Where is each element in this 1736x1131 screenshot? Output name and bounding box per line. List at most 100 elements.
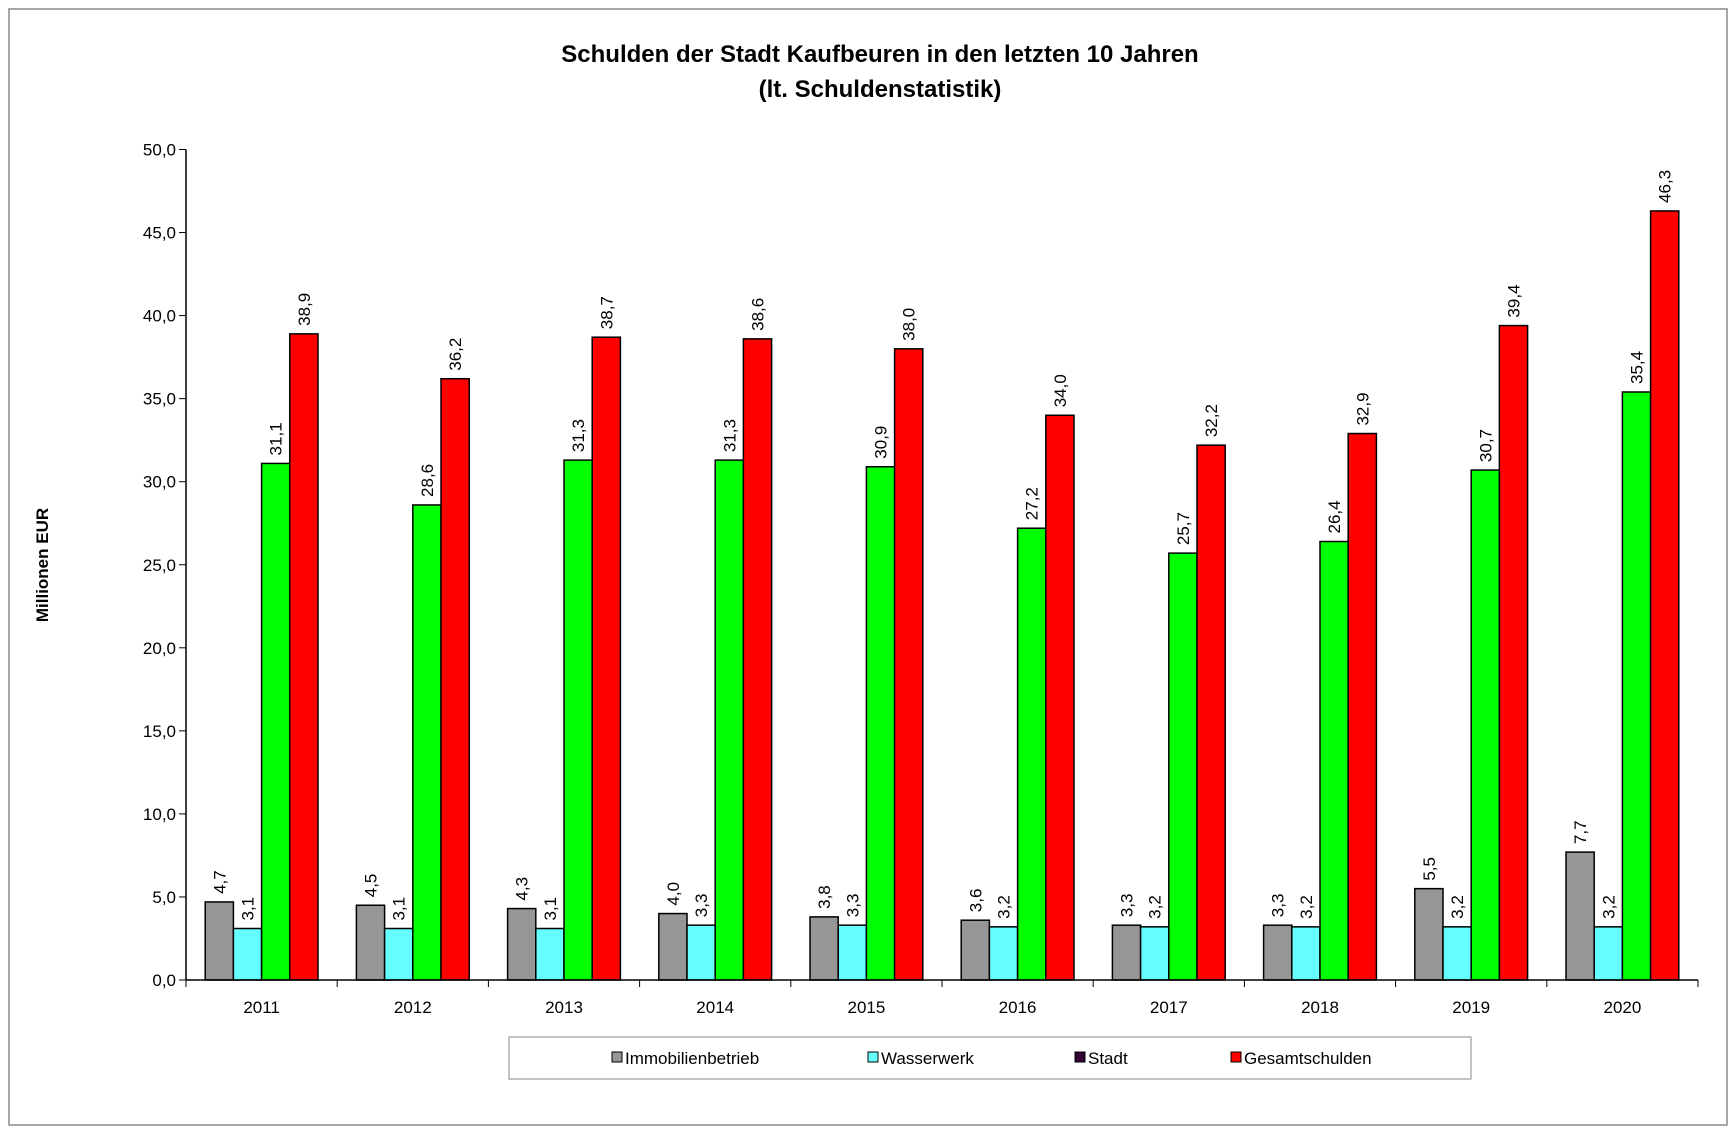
bar (355, 904, 386, 981)
bar (383, 927, 414, 981)
y-tick-label: 30,0 (143, 473, 176, 492)
bar (1196, 444, 1226, 981)
x-tick-label: 2011 (243, 998, 280, 1017)
bar (1498, 324, 1529, 981)
x-tick-label: 2019 (1452, 998, 1490, 1017)
bar (960, 919, 991, 981)
value-label: 3,1 (239, 897, 258, 921)
value-label: 27,2 (1023, 487, 1042, 520)
value-label: 32,2 (1202, 404, 1221, 437)
value-label: 35,4 (1628, 351, 1647, 384)
y-tick-label: 5,0 (152, 888, 176, 907)
bar (591, 336, 622, 981)
value-label: 38,7 (597, 296, 616, 329)
value-label: 31,3 (569, 419, 588, 452)
bar (988, 926, 1019, 981)
value-label: 34,0 (1051, 374, 1070, 407)
bar (1442, 926, 1472, 981)
value-label: 30,9 (872, 426, 891, 459)
bar (1593, 926, 1624, 981)
y-tick-label: 35,0 (143, 390, 176, 409)
value-label: 3,3 (1269, 894, 1288, 918)
bar (658, 912, 688, 981)
bar (1111, 924, 1142, 981)
legend-swatch (867, 1051, 879, 1063)
value-label: 32,9 (1353, 392, 1372, 425)
bar (506, 907, 537, 981)
x-tick-label: 2018 (1301, 998, 1339, 1017)
value-label: 3,3 (1118, 894, 1137, 918)
bar (686, 924, 716, 981)
value-label: 3,2 (1599, 895, 1618, 919)
y-tick-label: 20,0 (143, 639, 176, 658)
bar (1045, 414, 1075, 981)
legend-label: Gesamtschulden (1244, 1049, 1372, 1068)
bar (865, 466, 896, 981)
value-label: 3,2 (1297, 895, 1316, 919)
value-label: 7,7 (1571, 820, 1590, 844)
x-tick-label: 2020 (1603, 998, 1641, 1017)
chart-subtitle: (lt. Schuldenstatistik) (759, 76, 1002, 103)
bar (204, 901, 235, 981)
value-label: 25,7 (1174, 512, 1193, 545)
legend-swatch (1074, 1051, 1086, 1063)
x-tick-label: 2012 (394, 998, 432, 1017)
bar (232, 927, 263, 981)
value-label: 4,0 (664, 882, 683, 906)
value-label: 4,5 (362, 874, 381, 898)
bar (1168, 552, 1198, 981)
bar (289, 333, 319, 981)
bar (1262, 924, 1293, 981)
value-label: 4,7 (210, 870, 229, 894)
x-tick-label: 2014 (696, 998, 734, 1017)
value-label: 46,3 (1656, 170, 1675, 203)
value-label: 5,5 (1420, 857, 1439, 881)
y-tick-label: 50,0 (143, 141, 176, 160)
value-label: 26,4 (1325, 500, 1344, 533)
value-label: 38,6 (749, 298, 768, 331)
x-tick-label: 2017 (1150, 998, 1188, 1017)
chart-title: Schulden der Stadt Kaufbeuren in den let… (561, 41, 1198, 68)
bar (837, 924, 868, 981)
legend-label: Immobilienbetrieb (625, 1049, 759, 1068)
bar (412, 504, 442, 981)
bar (440, 377, 470, 981)
value-label: 3,3 (692, 894, 711, 918)
legend-swatch (1230, 1051, 1242, 1063)
y-tick-label: 10,0 (143, 805, 176, 824)
value-label: 30,7 (1476, 429, 1495, 462)
bar (1319, 540, 1349, 981)
value-label: 36,2 (446, 338, 465, 371)
legend (508, 1036, 1472, 1080)
y-tick-label: 25,0 (143, 556, 176, 575)
value-label: 38,0 (900, 308, 919, 341)
y-tick-label: 45,0 (143, 224, 176, 243)
bar (1470, 469, 1501, 981)
bar (535, 927, 565, 981)
x-tick-label: 2016 (999, 998, 1037, 1017)
value-label: 3,1 (541, 897, 560, 921)
bar (1565, 851, 1595, 981)
value-label: 39,4 (1505, 284, 1524, 317)
value-label: 3,2 (995, 895, 1014, 919)
legend-label: Stadt (1088, 1049, 1128, 1068)
y-tick-label: 15,0 (143, 722, 176, 741)
bar (1347, 432, 1378, 981)
y-tick-label: 40,0 (143, 307, 176, 326)
y-axis-label: Millionen EUR (33, 508, 52, 622)
bar (742, 338, 773, 981)
bar (893, 348, 924, 981)
value-label: 3,2 (1146, 895, 1165, 919)
x-tick-label: 2015 (847, 998, 885, 1017)
value-label: 3,3 (843, 894, 862, 918)
value-label: 4,3 (513, 877, 532, 901)
value-label: 3,2 (1448, 895, 1467, 919)
bar (1291, 926, 1321, 981)
legend-label: Wasserwerk (881, 1049, 974, 1068)
legend-swatch (611, 1051, 623, 1063)
value-label: 38,9 (295, 293, 314, 326)
bar (809, 916, 839, 981)
bar (1621, 391, 1652, 981)
value-label: 31,1 (267, 422, 286, 455)
